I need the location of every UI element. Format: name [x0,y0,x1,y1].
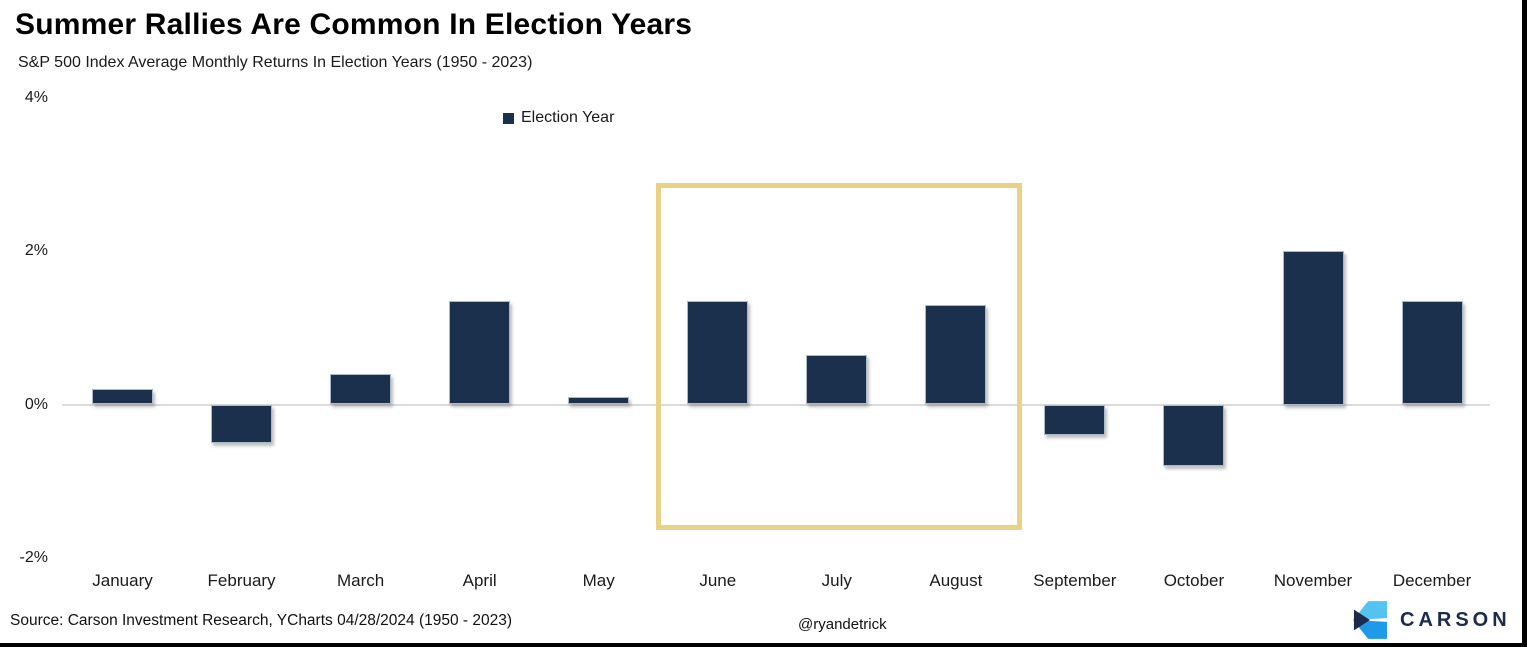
legend: Election Year [503,108,614,128]
bar-september [1044,404,1106,436]
chart-title: Summer Rallies Are Common In Election Ye… [15,8,693,41]
x-tick-october: October [1163,571,1225,590]
legend-label: Election Year [521,109,615,126]
x-tick-december: December [1392,571,1472,590]
carson-logo: CARSON [1353,600,1511,640]
y-tick-label: 0% [24,395,48,413]
bar-november [1282,251,1344,405]
bar-april [449,300,511,405]
y-tick-label: 4% [24,88,48,106]
y-tick-label: -2% [19,549,48,566]
x-tick-july: July [821,571,852,590]
bar-january [92,389,153,405]
bar-march [330,373,392,405]
bar-july [806,354,868,405]
y-tick-label: 2% [24,242,48,259]
summer-highlight-box [655,183,1022,530]
x-tick-february: February [207,571,276,590]
bar-june [687,300,749,405]
bar-february [211,404,273,443]
x-tick-june: June [699,571,737,590]
x-tick-may: May [582,571,615,590]
x-tick-september: September [1033,571,1117,590]
chart-subtitle: S&P 500 Index Average Monthly Returns In… [18,54,533,71]
zero-axis-line [62,403,1490,406]
bar-august [925,304,987,405]
source-note: Source: Carson Investment Research, YCha… [10,612,513,629]
carson-logo-icon [1353,601,1387,639]
x-tick-november: November [1273,571,1353,590]
x-tick-march: March [336,571,385,590]
carson-logo-text: CARSON [1400,608,1511,631]
x-tick-august: August [929,571,983,590]
bar-october [1163,404,1225,466]
bar-may [568,396,630,405]
bar-december [1401,300,1463,405]
x-tick-april: April [462,571,497,590]
x-tick-january: January [92,571,153,590]
twitter-handle: @ryandetrick [798,616,887,633]
legend-marker-swatch [503,112,514,124]
